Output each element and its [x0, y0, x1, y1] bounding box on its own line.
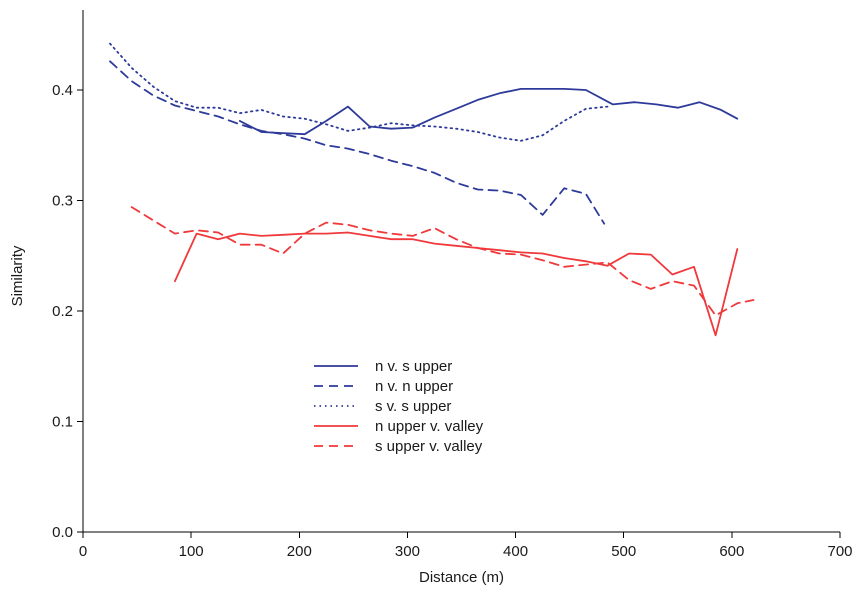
y-axis-ticks: 0.0 0.1 0.2 0.3 0.4: [52, 82, 83, 541]
x-tick-label: 700: [827, 543, 852, 560]
legend-label-2: n v. n upper: [375, 378, 453, 395]
y-axis-title: Similarity: [9, 245, 26, 306]
legend: n v. s upper n v. n upper s v. s upper n up…: [314, 358, 484, 455]
x-axis-title: Distance (m): [419, 569, 504, 586]
legend-label-5: s upper v. valley: [375, 438, 483, 455]
x-tick-label: 300: [395, 543, 420, 560]
series-line-5: [130, 206, 755, 317]
series-line-4: [173, 231, 739, 337]
series-line-2: [109, 60, 606, 225]
x-tick-label: 400: [503, 543, 528, 560]
x-tick-label: 100: [179, 543, 204, 560]
y-tick-label: 0.3: [52, 193, 73, 210]
legend-label-3: s v. s upper: [375, 398, 451, 415]
legend-label-1: n v. s upper: [375, 358, 452, 375]
y-tick-label: 0.1: [52, 414, 73, 431]
x-axis-ticks: 0 100 200 300 400 500 600 700: [79, 532, 853, 560]
y-tick-label: 0.0: [52, 524, 73, 541]
y-tick-label: 0.4: [52, 82, 73, 99]
x-tick-label: 600: [719, 543, 744, 560]
x-tick-label: 500: [611, 543, 636, 560]
legend-label-4: n upper v. valley: [375, 418, 484, 435]
series-line-3: [109, 42, 609, 142]
series-line-1: [238, 88, 739, 136]
axes: [82, 10, 840, 533]
x-tick-label: 0: [79, 543, 87, 560]
y-tick-label: 0.2: [52, 303, 73, 320]
x-tick-label: 200: [287, 543, 312, 560]
series-lines: [109, 42, 755, 337]
